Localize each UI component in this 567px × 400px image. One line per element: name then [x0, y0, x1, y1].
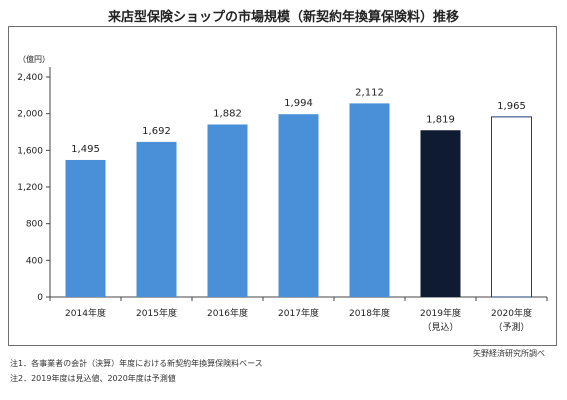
- y-tick-label: 800: [26, 220, 43, 230]
- note-2: 注2．2019年度は見込値、2020年度は予測値: [10, 374, 176, 383]
- value-label: 1,882: [213, 108, 242, 119]
- value-label: 2,112: [355, 87, 384, 98]
- chart-frame: [8, 26, 557, 346]
- bar: [207, 124, 248, 297]
- y-tick-label: 1,600: [17, 146, 43, 156]
- x-tick-sublabel: （予測）: [493, 321, 529, 333]
- y-axis-unit: （億円）: [18, 54, 50, 64]
- value-label: 1,692: [142, 126, 171, 137]
- source-label: 矢野経済研究所調べ: [473, 349, 545, 358]
- bar: [278, 114, 319, 297]
- y-tick-label: 2,000: [17, 110, 43, 120]
- value-label: 1,994: [284, 98, 313, 109]
- value-label: 1,495: [71, 144, 100, 155]
- y-tick-label: 0: [37, 293, 43, 303]
- value-label: 1,819: [426, 114, 455, 125]
- x-tick-label: 2015年度: [136, 307, 177, 319]
- value-label: 1,965: [497, 101, 526, 112]
- chart-title: 来店型保険ショップの市場規模（新契約年換算保険料）推移: [107, 10, 459, 25]
- bar: [491, 116, 532, 298]
- bar: [65, 159, 106, 297]
- note-1: 注1．各事業者の会計（決算）年度における新契約年換算保険料ベース: [10, 359, 263, 368]
- x-tick-label: 2016年度: [207, 307, 248, 319]
- bar: [420, 130, 461, 297]
- x-tick-label: 2014年度: [65, 307, 106, 319]
- x-tick-label: 2018年度: [349, 307, 390, 319]
- x-tick-label: 2017年度: [278, 307, 319, 319]
- x-tick-label: 2020年度: [491, 307, 532, 319]
- bar: [136, 141, 177, 297]
- notes: 注1．各事業者の会計（決算）年度における新契約年換算保険料ベース 注2．2019…: [10, 356, 263, 386]
- x-tick-sublabel: （見込）: [422, 322, 458, 333]
- y-tick-label: 400: [26, 256, 43, 266]
- x-tick-label: 2019年度: [420, 307, 461, 319]
- bar: [349, 103, 390, 298]
- y-tick-label: 1,200: [17, 183, 43, 193]
- y-tick-label: 2,400: [17, 73, 43, 83]
